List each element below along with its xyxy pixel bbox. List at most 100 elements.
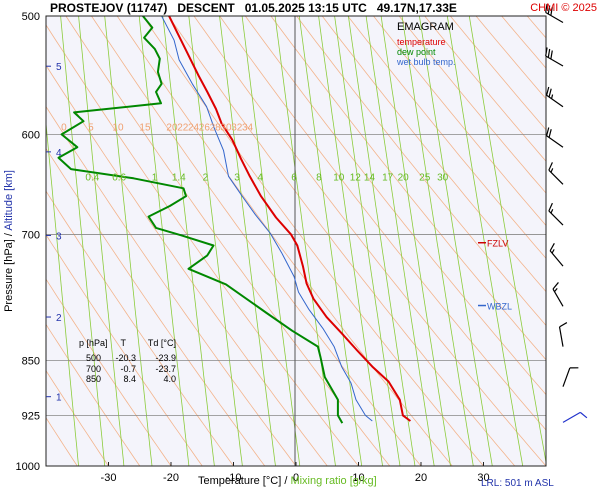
pressure-tick-925: 925 [22, 410, 40, 422]
pressure-tick-700: 700 [22, 229, 40, 241]
wind-barb [545, 3, 564, 23]
wind-barb [548, 202, 564, 226]
wind-barb [558, 322, 568, 347]
dry-adiabat-label-22: 22 [177, 122, 189, 133]
temperature-tick-30: 30 [477, 472, 489, 484]
mixing-ratio-label-0_6: 0.6 [112, 172, 126, 183]
dry-adiabat-label-30: 30 [220, 122, 232, 133]
dry-adiabat-label-26: 26 [199, 122, 211, 133]
table-row-850-p: 850 [86, 374, 101, 384]
mixing-ratio-line [334, 16, 401, 466]
dry-adiabat-line [46, 147, 266, 466]
table-row-700-td: -23.7 [155, 364, 176, 374]
mixing-ratio-label-12: 12 [350, 172, 362, 183]
table-row-500-td: -23.9 [155, 353, 176, 363]
mixing-ratio-line [348, 16, 416, 466]
dry-adiabat-line [424, 16, 546, 162]
mixing-ratio-label-25: 25 [419, 172, 431, 183]
legend: EMAGRAM temperature dew point wet bulb t… [396, 21, 456, 67]
mixing-ratio-line [401, 16, 474, 466]
mixing-ratio-label-20: 20 [398, 172, 410, 183]
wind-barb [552, 282, 564, 307]
pressure-tick-1000: 1000 [16, 461, 40, 473]
mixing-ratio-label-3: 3 [234, 172, 240, 183]
copyright: CHMI © 2025 [530, 2, 597, 14]
x-axis-label-separator: / [281, 475, 290, 487]
dry-adiabat-line [270, 16, 546, 361]
dry-adiabat-line [347, 16, 546, 259]
chart-title: PROSTEJOV (11747) DESCENT 01.05.2025 13:… [50, 1, 457, 15]
x-axis-label-temperature: Temperature [°C] [198, 475, 281, 487]
mixing-ratio-label-2: 2 [203, 172, 209, 183]
table-header-p: p [hPa] [79, 338, 108, 348]
mixing-ratio-label-1: 1 [152, 172, 158, 183]
wind-barbs [545, 3, 588, 423]
dry-adiabat-labels: 0 5 10 15 20 22 24 26 28 30 32 34 [61, 122, 253, 133]
dry-adiabat-line [398, 16, 546, 194]
dry-adiabat-line [46, 24, 359, 466]
temperature-tick-labels: -30 -20 -10 0 10 20 30 [101, 462, 490, 484]
dry-adiabat-label-24: 24 [188, 122, 200, 133]
series-temperature [168, 16, 411, 422]
dry-adiabat-label-5: 5 [88, 122, 94, 133]
dry-adiabat-line [296, 16, 546, 327]
mixing-ratio-line [365, 16, 435, 466]
table-row-850-td: 4.0 [163, 374, 176, 384]
temperature-tick--30: -30 [101, 472, 117, 484]
table-row-500-t: -20.3 [115, 353, 136, 363]
pressure-tick-850: 850 [22, 355, 40, 367]
legend-item-wet-bulb: wet bulb temp. [396, 57, 456, 67]
table-row-850-t: 8.4 [123, 374, 136, 384]
table-header-td: Td [°C] [148, 338, 176, 348]
mixing-ratio-line [274, 16, 336, 466]
wind-barb [549, 243, 564, 267]
dry-adiabat-line [449, 16, 546, 131]
y-axis-label-altitude: Altitude [km] [3, 170, 15, 231]
mixing-ratio-label-8: 8 [316, 172, 322, 183]
pressure-tick-labels: 500 600 700 850 925 1000 [16, 11, 40, 473]
dry-adiabat-line [244, 16, 546, 396]
dry-adiabat-label-34: 34 [242, 122, 254, 133]
mixing-ratio-line [318, 16, 383, 466]
temperature-tick--10: -10 [226, 472, 242, 484]
mixing-ratio-label-1_4: 1.4 [172, 172, 186, 183]
altitude-tick-5: 5 [56, 62, 62, 73]
wind-barb [562, 367, 579, 387]
dry-adiabat-label-32: 32 [231, 122, 243, 133]
series-dew-point [57, 16, 344, 424]
table-header-t: T [121, 338, 127, 348]
mixing-ratio-label-10: 10 [333, 172, 345, 183]
dry-adiabat-line [142, 16, 484, 466]
mixing-ratio-line [419, 16, 493, 466]
mixing-ratio-line [78, 16, 125, 466]
x-axis-title: Temperature [°C] / Mixing ratio [g/kg] [198, 475, 377, 487]
altitude-tick-1: 1 [56, 393, 62, 404]
x-axis-label-mixing: Mixing ratio [g/kg] [290, 475, 376, 487]
dry-adiabat-line [46, 278, 172, 466]
temperature-tick--20: -20 [163, 472, 179, 484]
dry-adiabat-line [91, 16, 422, 466]
wind-barb [548, 162, 564, 185]
altitude-tick-4: 4 [56, 148, 62, 159]
table-row-700-p: 700 [86, 364, 101, 374]
mixing-ratio-label-6: 6 [291, 172, 297, 183]
dry-adiabat-label-15: 15 [139, 122, 151, 133]
mixing-ratio-label-17: 17 [382, 172, 394, 183]
legend-title: EMAGRAM [397, 21, 454, 33]
isobar-lines [46, 133, 546, 416]
dry-adiabat-line [46, 105, 297, 466]
data-table: p [hPa] T Td [°C] 500 -20.3 -23.9 700 -0… [79, 338, 176, 384]
mixing-ratio-line [468, 16, 546, 465]
mixing-ratio-label-30: 30 [437, 172, 449, 183]
wind-barb [546, 86, 564, 108]
legend-item-temperature: temperature [397, 37, 446, 47]
mixing-ratio-line [188, 16, 243, 466]
wind-barb [545, 47, 564, 67]
mixing-ratio-labels: 0.4 0.6 1 1.4 2 3 4 6 8 10 12 14 17 20 25 30 [85, 172, 448, 183]
plot-area [46, 16, 546, 466]
dry-adiabat-line [373, 16, 546, 227]
mixing-ratio-lines [46, 16, 546, 466]
dry-adiabat-label-28: 28 [210, 122, 222, 133]
mixing-ratio-label-4: 4 [257, 172, 263, 183]
